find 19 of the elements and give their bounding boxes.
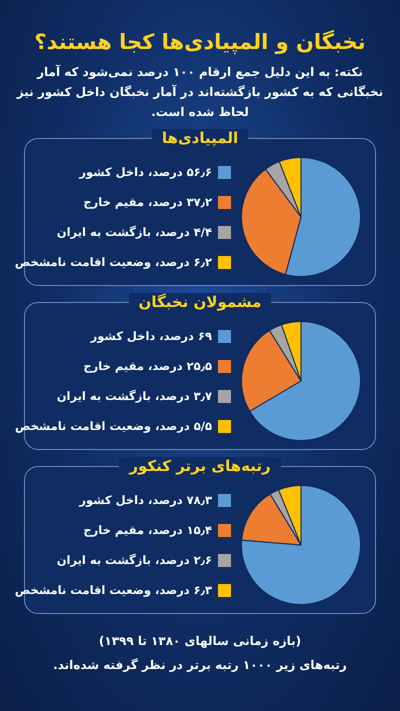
legend-label: ۶۹ درصد، داخل کشور — [90, 329, 212, 343]
legend-label: ۴/۴ درصد، بازگشت به ایران — [56, 225, 212, 239]
text: نخبگان و المپیادی‌ها کجا هستند؟ — [33, 30, 367, 54]
text: رتبه‌های زیر ۱۰۰۰ رتبه برتر در نظر گرفته شده‌اند. — [52, 657, 348, 674]
legend-label: ۲۵٫۵ درصد، مقیم خارج — [83, 359, 212, 373]
chart-title: مشمولان نخبگان — [128, 293, 272, 311]
text: نکته: به این دلیل جمع ارقام ۱۰۰ درصد نمی‌شود که آمار نخبگانی که به کشور بازگشته‌اند در آمار نخبگان داخل کشور نیز لحاظ شده است. — [15, 64, 384, 121]
legend-label: ۶٫۲ درصد، وضعیت اقامت نامشخص — [14, 255, 212, 269]
chart-title: المپیادی‌ها — [152, 129, 248, 147]
legend-label: ۶٫۳ درصد، وضعیت اقامت نامشخص — [14, 583, 212, 597]
text: (بازه زمانی سالهای ۱۳۸۰ تا ۱۳۹۹) — [98, 633, 302, 650]
legend-label: ۵/۵ درصد، وضعیت اقامت نامشخص — [14, 419, 212, 433]
legend-label: ۵۶٫۶ درصد، داخل کشور — [79, 165, 212, 179]
legend-label: ۳۷٫۲ درصد، مقیم خارج — [83, 195, 212, 209]
legend-label: ۲٫۶ درصد، بازگشت به ایران — [56, 553, 212, 567]
legend-label: ۷۸٫۳ درصد، داخل کشور — [79, 493, 212, 507]
legend-label: ۳٫۷ درصد، بازگشت به ایران — [56, 389, 212, 403]
legend-label: ۱۵٫۴ درصد، مقیم خارج — [83, 523, 212, 537]
chart-title: رتبه‌های برتر کنکور — [119, 457, 281, 475]
